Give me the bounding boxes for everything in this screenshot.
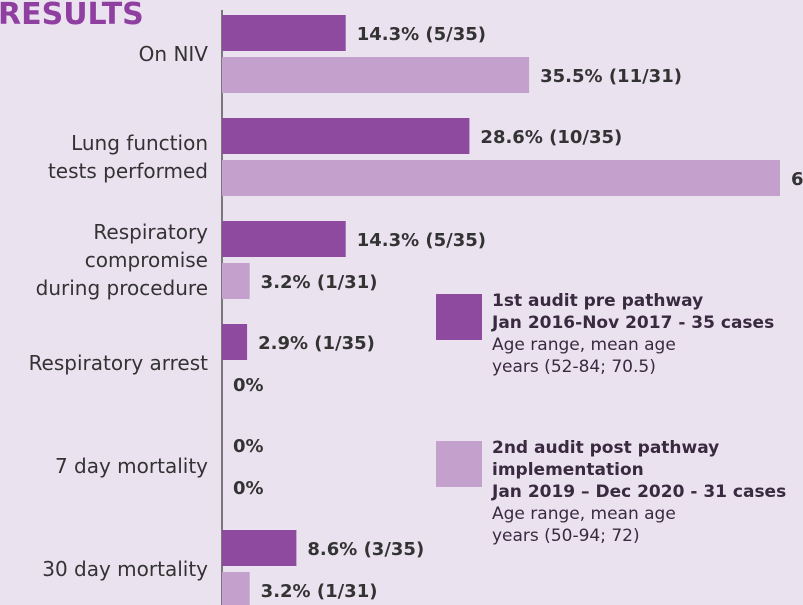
category-label: Respiratory compromise during procedure [35, 220, 208, 300]
bar [222, 57, 530, 93]
value-label: 2.9% (1/35) [258, 333, 375, 354]
value-label: 8.6% (3/35) [307, 539, 424, 560]
category-label: 30 day mortality [42, 557, 208, 581]
chart-title: RESULTS [0, 0, 144, 32]
value-label: 28.6% (10/35) [480, 127, 622, 148]
value-label: 3.2% (1/31) [261, 272, 378, 293]
value-label: 14.3% (5/35) [357, 24, 486, 45]
legend-swatch [436, 441, 482, 487]
bar [222, 530, 297, 566]
legend-name: 2nd audit post pathway implementation Ja… [492, 438, 787, 502]
category-label: 7 day mortality [54, 454, 208, 478]
category-label: On NIV [138, 42, 208, 66]
category-label: Respiratory arrest [28, 351, 208, 375]
legend-name: 1st audit pre pathway Jan 2016-Nov 2017 … [492, 291, 775, 333]
value-label: 0% [233, 478, 264, 499]
value-label: 0% [233, 375, 264, 396]
bar [222, 15, 346, 51]
bar [222, 324, 248, 360]
legend-entry: 2nd audit post pathway implementation Ja… [492, 437, 786, 547]
legend-swatch [436, 294, 482, 340]
legend-entry: 1st audit pre pathway Jan 2016-Nov 2017 … [492, 290, 774, 378]
bar [222, 263, 250, 299]
value-label: 64.5% (20/31) [791, 169, 803, 190]
bar [222, 160, 780, 196]
legend-note: Age range, mean age years (50-94; 72) [492, 504, 676, 546]
value-label: 35.5% (11/31) [540, 66, 682, 87]
value-label: 14.3% (5/35) [357, 230, 486, 251]
category-label: Lung function tests performed [47, 131, 208, 183]
bar [222, 572, 250, 605]
legend-note: Age range, mean age years (52-84; 70.5) [492, 335, 676, 377]
value-label: 3.2% (1/31) [261, 581, 378, 602]
bar [222, 221, 346, 257]
value-label: 0% [233, 436, 264, 457]
bar [222, 118, 470, 154]
